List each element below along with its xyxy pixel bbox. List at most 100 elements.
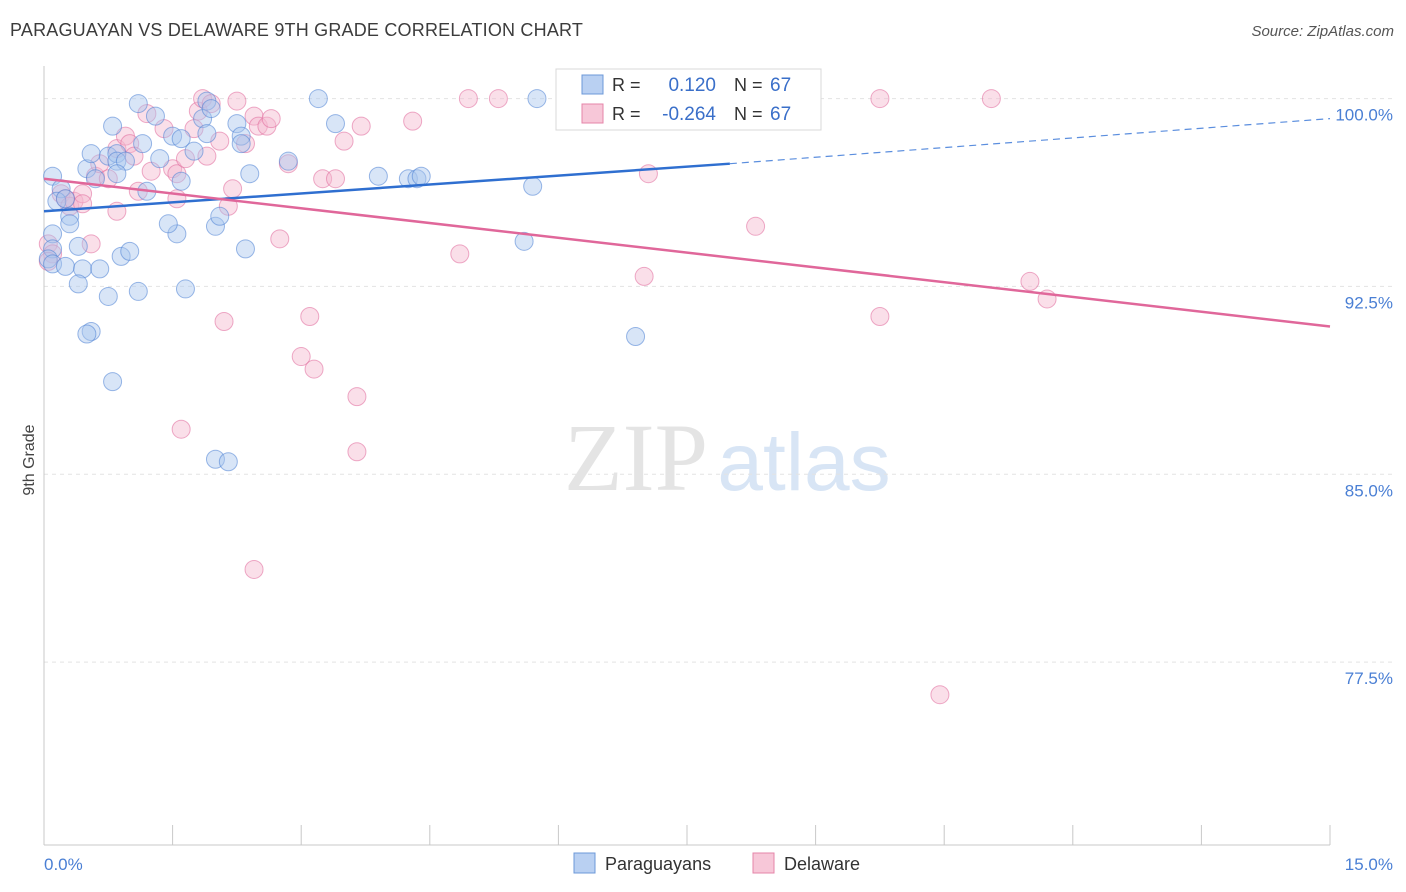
paraguayan-trend-line: [43, 162, 730, 213]
paraguayan-point: [43, 239, 63, 259]
paraguayan-point: [55, 189, 75, 209]
delaware-point: [488, 89, 508, 109]
paraguayan-point: [103, 116, 123, 136]
paraguayan-point: [128, 94, 148, 114]
stats-legend: R = 0.120 N = 67 R = -0.264 N = 67: [555, 68, 822, 131]
paraguayan-point: [626, 327, 646, 347]
delaware-point: [403, 111, 423, 131]
paraguayan-point: [368, 166, 388, 186]
delaware-point: [73, 184, 93, 204]
series-legend-paraguayans: Paraguayans: [605, 854, 711, 874]
watermark-atlas: atlas: [717, 417, 890, 508]
gridlines: [44, 98, 1394, 663]
delaware-point: [223, 179, 243, 199]
y-tick-label: 92.5%: [1345, 293, 1393, 312]
paraguayan-point: [68, 236, 88, 256]
paraguayan-point: [210, 206, 230, 226]
series-legend: Paraguayans Delaware: [573, 852, 860, 874]
delaware-point: [291, 347, 311, 367]
paraguayan-point: [171, 129, 191, 149]
legend-r-label-1: R =: [612, 75, 641, 95]
paraguayan-trend-extension: [729, 118, 1331, 165]
paraguayan-point: [120, 241, 140, 261]
x-tick-label-max: 15.0%: [1345, 855, 1393, 874]
source-label: Source: ZipAtlas.com: [1251, 23, 1394, 40]
delaware-point: [300, 306, 320, 326]
paraguayan-point: [218, 452, 238, 472]
paraguayan-point: [107, 164, 127, 184]
paraguayan-point: [171, 171, 191, 191]
legend-n-value-2: 67: [770, 104, 791, 125]
paraguayan-point: [55, 256, 75, 276]
watermark-zip: ZIP: [564, 404, 708, 511]
paraguayan-point: [411, 166, 431, 186]
paraguayan-point: [158, 214, 178, 234]
delaware-trend-line: [43, 177, 1331, 328]
delaware-point: [261, 109, 281, 129]
paraguayan-point: [514, 231, 534, 251]
delaware-point: [244, 106, 264, 126]
paraguayan-point: [60, 206, 80, 226]
paraguayan-point: [150, 149, 170, 169]
paraguayan-point: [81, 144, 101, 164]
delaware-points: [38, 89, 1057, 705]
delaware-point: [325, 169, 345, 189]
delaware-point: [638, 164, 658, 184]
paraguayan-point: [527, 89, 547, 109]
delaware-point: [227, 91, 247, 111]
paraguayan-point: [227, 114, 247, 134]
paraguayan-point: [201, 99, 221, 119]
paraguayan-point: [197, 124, 217, 144]
y-tick-label: 85.0%: [1345, 481, 1393, 500]
series-legend-delaware: Delaware: [784, 854, 860, 874]
y-tick-label: 77.5%: [1345, 669, 1393, 688]
paraguayan-point: [133, 134, 153, 154]
delaware-point: [450, 244, 470, 264]
delaware-point: [334, 131, 354, 151]
delaware-point: [981, 89, 1001, 109]
legend-n-label-1: N =: [734, 75, 763, 95]
paraguayan-point: [77, 324, 97, 344]
series-legend-swatch-paraguayans: [573, 852, 596, 874]
delaware-point: [634, 266, 654, 286]
y-tick-label: 100.0%: [1335, 106, 1393, 125]
paraguayan-point: [235, 239, 255, 259]
delaware-point: [270, 229, 290, 249]
paraguayan-point: [205, 216, 225, 236]
trend-lines: [43, 118, 1331, 328]
paraguayan-point: [90, 259, 110, 279]
legend-r-value-1: 0.120: [668, 75, 716, 96]
paraguayan-point: [308, 89, 328, 109]
y-axis-label: 9th Grade: [21, 424, 38, 495]
delaware-point: [347, 442, 367, 462]
paraguayan-point: [231, 134, 251, 154]
delaware-point: [930, 685, 950, 705]
paraguayan-point: [103, 372, 123, 392]
legend-n-value-1: 67: [770, 75, 791, 96]
paraguayan-point: [145, 106, 165, 126]
paraguayan-point: [175, 279, 195, 299]
paraguayan-points: [38, 89, 646, 472]
paraguayan-point: [231, 126, 251, 146]
delaware-point: [870, 89, 890, 109]
y-tick-labels: 100.0% 92.5% 85.0% 77.5%: [1335, 106, 1393, 689]
paraguayan-point: [98, 286, 118, 306]
paraguayan-point: [184, 141, 204, 161]
delaware-point: [171, 419, 191, 439]
legend-r-value-2: -0.264: [662, 104, 716, 125]
delaware-point: [304, 359, 324, 379]
delaware-point: [197, 146, 217, 166]
axes: [43, 66, 1331, 846]
delaware-point: [244, 559, 264, 579]
delaware-point: [746, 216, 766, 236]
delaware-point: [870, 306, 890, 326]
delaware-point: [347, 387, 367, 407]
paraguayan-point: [325, 114, 345, 134]
paraguayan-point: [73, 259, 93, 279]
x-tick-label-min: 0.0%: [44, 855, 83, 874]
paraguayan-point: [60, 214, 80, 234]
paraguayan-point: [128, 281, 148, 301]
series-legend-swatch-delaware: [752, 852, 775, 874]
paraguayan-point: [43, 224, 63, 244]
legend-r-label-2: R =: [612, 104, 641, 124]
